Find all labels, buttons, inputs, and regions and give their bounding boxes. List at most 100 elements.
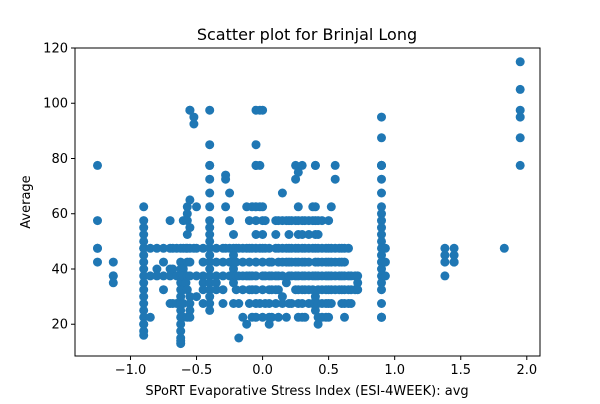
scatter-point bbox=[380, 257, 390, 267]
scatter-point bbox=[185, 105, 195, 115]
scatter-point bbox=[440, 271, 450, 281]
scatter-point bbox=[313, 230, 323, 239]
scatter-point bbox=[377, 188, 386, 198]
y-axis-label: Average bbox=[19, 175, 34, 228]
scatter-point bbox=[251, 216, 261, 226]
scatter-point bbox=[192, 202, 201, 212]
scatter-point bbox=[93, 216, 102, 226]
scatter-point bbox=[139, 305, 149, 315]
scatter-point bbox=[229, 264, 238, 274]
scatter-point bbox=[258, 257, 268, 267]
scatter-point bbox=[326, 202, 336, 212]
scatter-point bbox=[440, 243, 450, 253]
points-layer bbox=[93, 57, 525, 349]
scatter-point bbox=[377, 133, 386, 143]
scatter-point bbox=[267, 257, 277, 267]
scatter-point bbox=[377, 278, 386, 288]
scatter-point bbox=[377, 250, 386, 260]
scatter-point bbox=[139, 243, 149, 253]
scatter-point bbox=[198, 271, 208, 281]
scatter-point bbox=[145, 243, 155, 253]
scatter-point bbox=[139, 264, 149, 274]
scatter-point bbox=[273, 312, 283, 322]
scatter-point bbox=[185, 299, 195, 308]
scatter-point bbox=[340, 257, 349, 267]
scatter-point bbox=[260, 216, 270, 226]
scatter-point bbox=[205, 257, 215, 267]
scatter-point bbox=[229, 278, 238, 288]
scatter-point bbox=[244, 257, 254, 267]
scatter-point bbox=[238, 257, 248, 267]
scatter-point bbox=[221, 202, 231, 212]
scatter-point bbox=[304, 257, 314, 267]
scatter-point bbox=[449, 257, 459, 267]
scatter-point bbox=[205, 216, 215, 226]
scatter-point bbox=[251, 271, 261, 281]
scatter-point bbox=[251, 312, 261, 322]
scatter-point bbox=[205, 250, 215, 260]
scatter-point bbox=[198, 285, 208, 295]
scatter-point bbox=[192, 243, 201, 253]
scatter-point bbox=[281, 278, 291, 288]
y-axis-ticks: 20 40 60 80 100 120 bbox=[43, 42, 75, 333]
x-tick-label: −0.5 bbox=[181, 363, 213, 378]
scatter-point bbox=[225, 188, 235, 198]
scatter-point bbox=[264, 299, 274, 308]
scatter-point bbox=[231, 257, 241, 267]
scatter-point bbox=[284, 230, 294, 239]
scatter-point bbox=[251, 285, 261, 295]
scatter-point bbox=[139, 292, 149, 302]
scatter-point bbox=[218, 299, 228, 308]
scatter-point bbox=[238, 312, 248, 322]
scatter-point bbox=[165, 216, 175, 226]
y-tick-label: 60 bbox=[51, 207, 68, 222]
scatter-point bbox=[244, 216, 254, 226]
scatter-point bbox=[152, 264, 162, 274]
scatter-point bbox=[108, 271, 118, 281]
scatter-point bbox=[165, 271, 175, 281]
scatter-point bbox=[440, 257, 450, 267]
scatter-point bbox=[291, 160, 301, 170]
scatter-point bbox=[258, 312, 268, 322]
scatter-point bbox=[176, 319, 186, 329]
scatter-point bbox=[139, 285, 149, 295]
scatter-point bbox=[310, 305, 320, 315]
scatter-point bbox=[234, 333, 244, 343]
scatter-point bbox=[176, 326, 186, 336]
scatter-point bbox=[198, 299, 208, 308]
scatter-point bbox=[185, 271, 195, 281]
scatter-point bbox=[205, 285, 215, 295]
scatter-point bbox=[185, 257, 195, 267]
scatter-point bbox=[380, 271, 390, 281]
scatter-point bbox=[515, 84, 525, 94]
scatter-point bbox=[205, 292, 215, 302]
scatter-point bbox=[185, 305, 195, 315]
scatter-point bbox=[255, 160, 265, 170]
scatter-point bbox=[297, 299, 307, 308]
scatter-point bbox=[139, 299, 149, 308]
scatter-point bbox=[182, 209, 192, 219]
scatter-point bbox=[198, 257, 208, 267]
x-axis-ticks: −1.0 −0.5 0.0 0.5 1.0 1.5 2.0 bbox=[115, 356, 537, 378]
scatter-point bbox=[377, 223, 386, 233]
scatter-point bbox=[317, 216, 327, 226]
scatter-point bbox=[231, 285, 241, 295]
scatter-point bbox=[380, 243, 390, 253]
scatter-point bbox=[313, 319, 323, 329]
scatter-point bbox=[346, 299, 356, 308]
scatter-point bbox=[264, 243, 274, 253]
scatter-point bbox=[377, 264, 386, 274]
scatter-point bbox=[229, 250, 238, 260]
scatter-point bbox=[139, 202, 149, 212]
scatter-point bbox=[515, 133, 525, 143]
scatter-point bbox=[330, 174, 340, 184]
scatter-point bbox=[340, 312, 349, 322]
scatter-point bbox=[189, 112, 199, 122]
scatter-point bbox=[211, 285, 221, 295]
x-tick-label: 2.0 bbox=[516, 363, 537, 378]
scatter-point bbox=[218, 285, 228, 295]
scatter-point bbox=[176, 257, 186, 267]
scatter-point bbox=[205, 202, 215, 212]
scatter-point bbox=[258, 202, 268, 212]
